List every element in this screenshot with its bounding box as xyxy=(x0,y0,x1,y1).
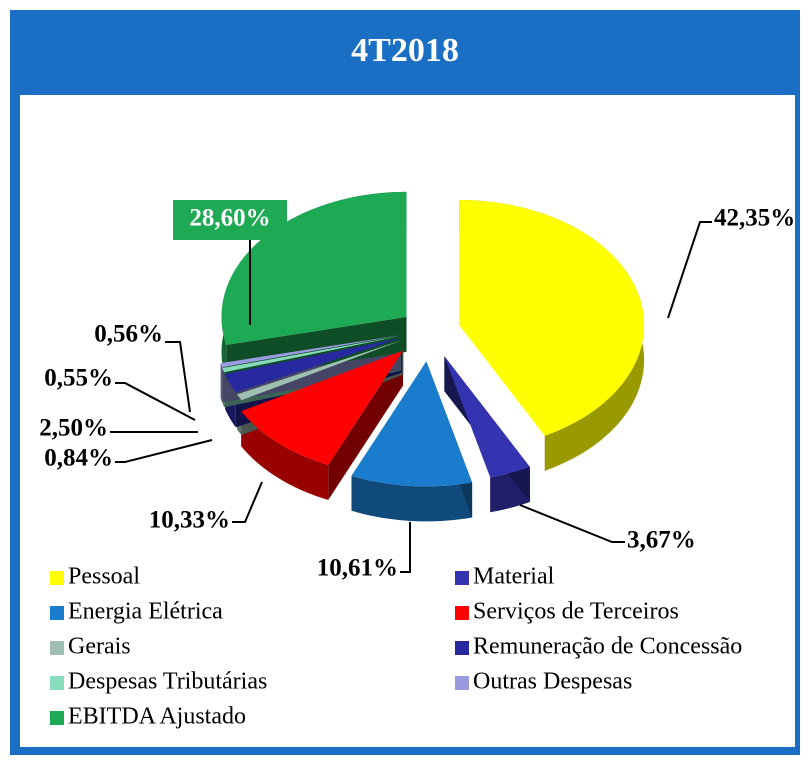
leader-line xyxy=(115,439,213,463)
legend-swatch xyxy=(455,641,469,655)
data-label: 3,67% xyxy=(627,527,696,554)
data-label: 28,60% xyxy=(189,205,270,232)
chart-title: 4T2018 xyxy=(351,32,459,69)
legend-label: Serviços de Terceiros xyxy=(473,599,679,625)
legend-swatch xyxy=(50,641,64,655)
slice xyxy=(459,199,645,436)
slice-side xyxy=(351,475,473,522)
slice xyxy=(351,361,473,487)
data-label: 0,84% xyxy=(44,445,113,472)
legend-swatch xyxy=(50,711,64,725)
legend-label: EBITDA Ajustado xyxy=(68,704,246,730)
slice xyxy=(225,337,403,393)
legend-label: Remuneração de Concessão xyxy=(473,634,742,660)
legend-label: Material xyxy=(473,564,555,590)
slice xyxy=(222,335,402,373)
data-label: 42,35% xyxy=(714,205,795,232)
leader-line xyxy=(115,382,196,421)
slice-edge xyxy=(328,350,404,500)
label-box xyxy=(173,200,287,240)
slice xyxy=(237,339,404,401)
data-label: 10,61% xyxy=(317,555,398,582)
legend-label: Pessoal xyxy=(68,564,140,590)
slice xyxy=(241,350,404,465)
legend-swatch xyxy=(50,676,64,690)
slice xyxy=(221,191,407,345)
legend-swatch xyxy=(455,571,469,585)
slice xyxy=(220,335,401,368)
slice-side xyxy=(241,411,329,500)
legend-label: Gerais xyxy=(68,634,131,660)
leader-line xyxy=(400,522,411,573)
legend-label: Outras Despesas xyxy=(473,669,632,695)
legend-label: Despesas Tributárias xyxy=(68,669,267,695)
slice xyxy=(444,356,530,478)
leader-line xyxy=(519,504,625,543)
slice-side xyxy=(220,363,223,403)
legend-swatch xyxy=(455,606,469,620)
leader-line xyxy=(165,341,191,413)
leader-line xyxy=(667,221,712,319)
data-label: 0,56% xyxy=(94,321,163,348)
legend-swatch xyxy=(50,606,64,620)
data-label: 0,55% xyxy=(44,365,113,392)
leader-line xyxy=(232,481,263,523)
data-label: 2,50% xyxy=(39,415,108,442)
legend-swatch xyxy=(455,676,469,690)
data-label: 10,33% xyxy=(149,507,230,534)
legend-swatch xyxy=(50,571,64,585)
legend-label: Energia Elétrica xyxy=(68,599,223,625)
